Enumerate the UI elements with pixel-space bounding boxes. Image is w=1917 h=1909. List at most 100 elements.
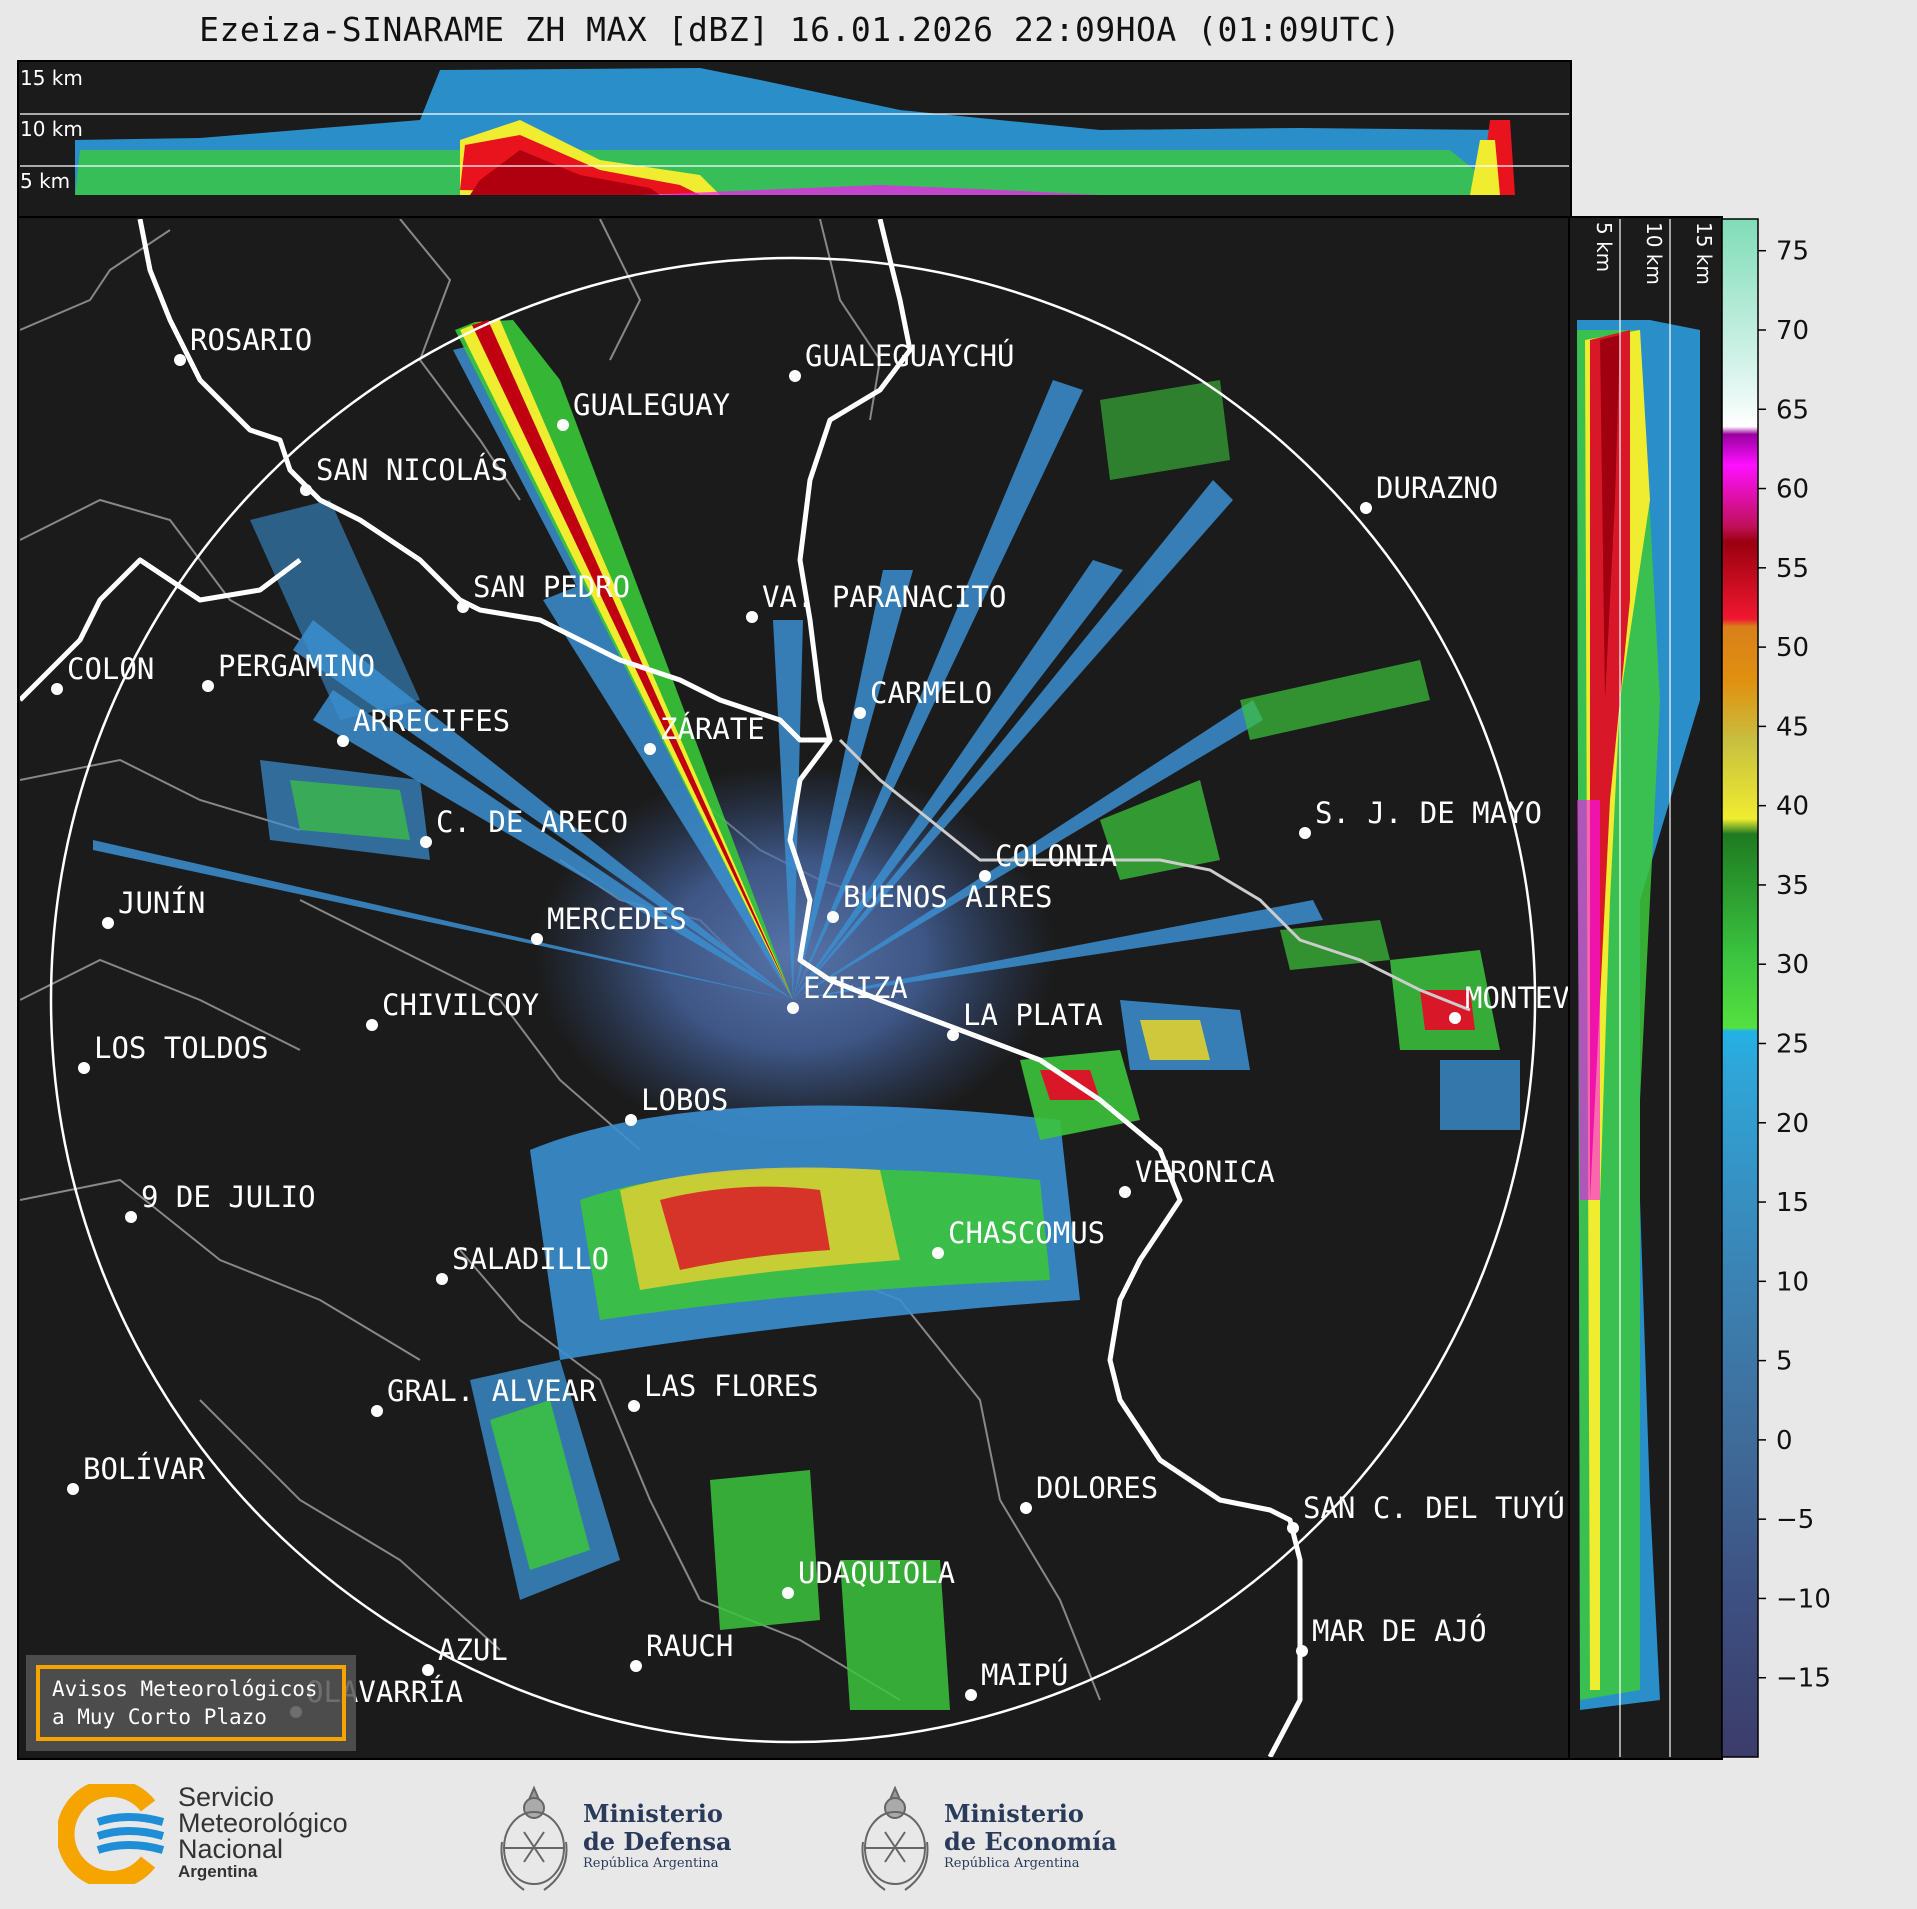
colorbar-tick-label: 45 [1776,712,1809,742]
city-label: MAR DE AJÓ [1312,1614,1487,1648]
city-marker [371,1405,383,1417]
city-label: CHIVILCOY [382,988,539,1022]
city-label: GRAL. ALVEAR [387,1374,597,1408]
city-marker [827,911,839,923]
city-marker [932,1247,944,1259]
city-marker [1020,1502,1032,1514]
city-label: CARMELO [870,676,992,710]
city-marker [1119,1186,1131,1198]
city-label: CHASCOMUS [948,1216,1105,1250]
colorbar-tick-label: 50 [1776,633,1809,663]
city-marker [630,1660,642,1672]
city-marker [965,1689,977,1701]
avisos-backdrop [26,1655,356,1751]
city-marker [1296,1645,1308,1657]
side-label-5km: 5 km [1592,222,1616,272]
city-marker [202,680,214,692]
side-section-echo [1577,320,1700,1710]
side-label-10km: 10 km [1642,222,1666,285]
city-label: SAN C. DEL TUYÚ [1303,1491,1565,1525]
city-label: ARRECIFES [353,704,510,738]
city-marker [644,743,656,755]
smn-logo [56,1779,168,1889]
city-marker [1449,1012,1461,1024]
city-marker [1360,502,1372,514]
colorbar-tick-label: 70 [1776,316,1809,346]
city-label: BUENOS AIRES [843,880,1053,914]
top-label-10km: 10 km [20,117,83,141]
city-label: JUNÍN [118,886,205,920]
city-label: SALADILLO [452,1242,609,1276]
colorbar-tick-label: 60 [1776,475,1809,505]
city-marker [625,1114,637,1126]
city-marker [422,1664,434,1676]
city-marker [300,484,312,496]
city-marker [174,354,186,366]
city-marker [436,1273,448,1285]
city-label: MERCEDES [547,902,687,936]
economia-line1: Ministerio [944,1799,1084,1828]
colorbar-tick-label: 5 [1776,1347,1793,1377]
city-label: DURAZNO [1376,471,1498,505]
defensa-line2: de Defensa [583,1827,732,1856]
economia-line2: de Economía [944,1827,1117,1856]
avisos-line1: Avisos Meteorológicos [52,1677,318,1701]
colorbar-tick-label: 20 [1776,1109,1809,1139]
city-label: LOBOS [641,1083,728,1117]
city-label: COLON [67,652,154,686]
city-label: SAN PEDRO [473,570,630,604]
economia-seal-icon [855,1782,935,1904]
colorbar-tick-label: 75 [1776,237,1809,267]
coastline [20,219,1303,1757]
city-label: 9 DE JULIO [141,1180,316,1214]
range-ring [49,256,1537,1744]
city-label: LAS FLORES [644,1369,819,1403]
uruguay-coast [838,738,1471,1012]
city-labels: ROSARIO GUALEGUAYCHÚ GUALEGUAY SAN NICOLÁS D… [51,323,1570,1718]
smn-emblem-icon [56,1779,165,1889]
avisos-button[interactable] [36,1665,346,1741]
city-marker [1287,1522,1299,1534]
city-marker [979,870,991,882]
colorbar-tick-label: 35 [1776,871,1809,901]
colorbar-tick-label: 0 [1776,1426,1793,1456]
side-label-15km: 15 km [1692,222,1716,285]
city-marker [782,1587,794,1599]
city-marker [628,1400,640,1412]
colorbar-tick-label: −15 [1776,1664,1831,1694]
city-label: GUALEGUAY [573,388,730,422]
colorbar-tick-label: −5 [1776,1505,1814,1535]
city-marker [420,836,432,848]
top-label-15km: 15 km [20,66,83,90]
top-label-5km: 5 km [20,169,70,193]
smn-line2: Meteorológico [178,1808,348,1838]
city-marker [102,917,114,929]
city-marker [531,933,543,945]
city-label: UDAQUIOLA [798,1556,955,1590]
city-label: MONTEV [1465,981,1570,1015]
defensa-seal-icon [494,1782,574,1904]
top-section-echo [75,68,1515,195]
smn-line3: Nacional [178,1834,284,1864]
city-marker [947,1029,959,1041]
city-label: VA. PARANACITO [762,580,1006,614]
city-label: PERGAMINO [218,649,375,683]
city-label: ROSARIO [190,323,312,357]
city-label: LOS TOLDOS [94,1031,269,1065]
city-label: BOLÍVAR [83,1452,206,1486]
colorbar-tick-label: 55 [1776,554,1809,584]
city-label: S. J. DE MAYO [1315,796,1542,830]
city-label: EZEIZA [803,971,908,1005]
colorbar [1721,218,1759,1758]
colorbar-tick-label: 65 [1776,395,1809,425]
city-label: SAN NICOLÁS [316,453,508,487]
colorbar-tick-label: 25 [1776,1029,1809,1059]
colorbar-tick-label: 30 [1776,950,1809,980]
city-marker [746,611,758,623]
colorbar-tick-label: 40 [1776,792,1809,822]
city-marker [51,683,63,695]
colorbar-tick-label: 10 [1776,1267,1809,1297]
city-marker [854,707,866,719]
colorbar-tick-label: −10 [1776,1584,1831,1614]
